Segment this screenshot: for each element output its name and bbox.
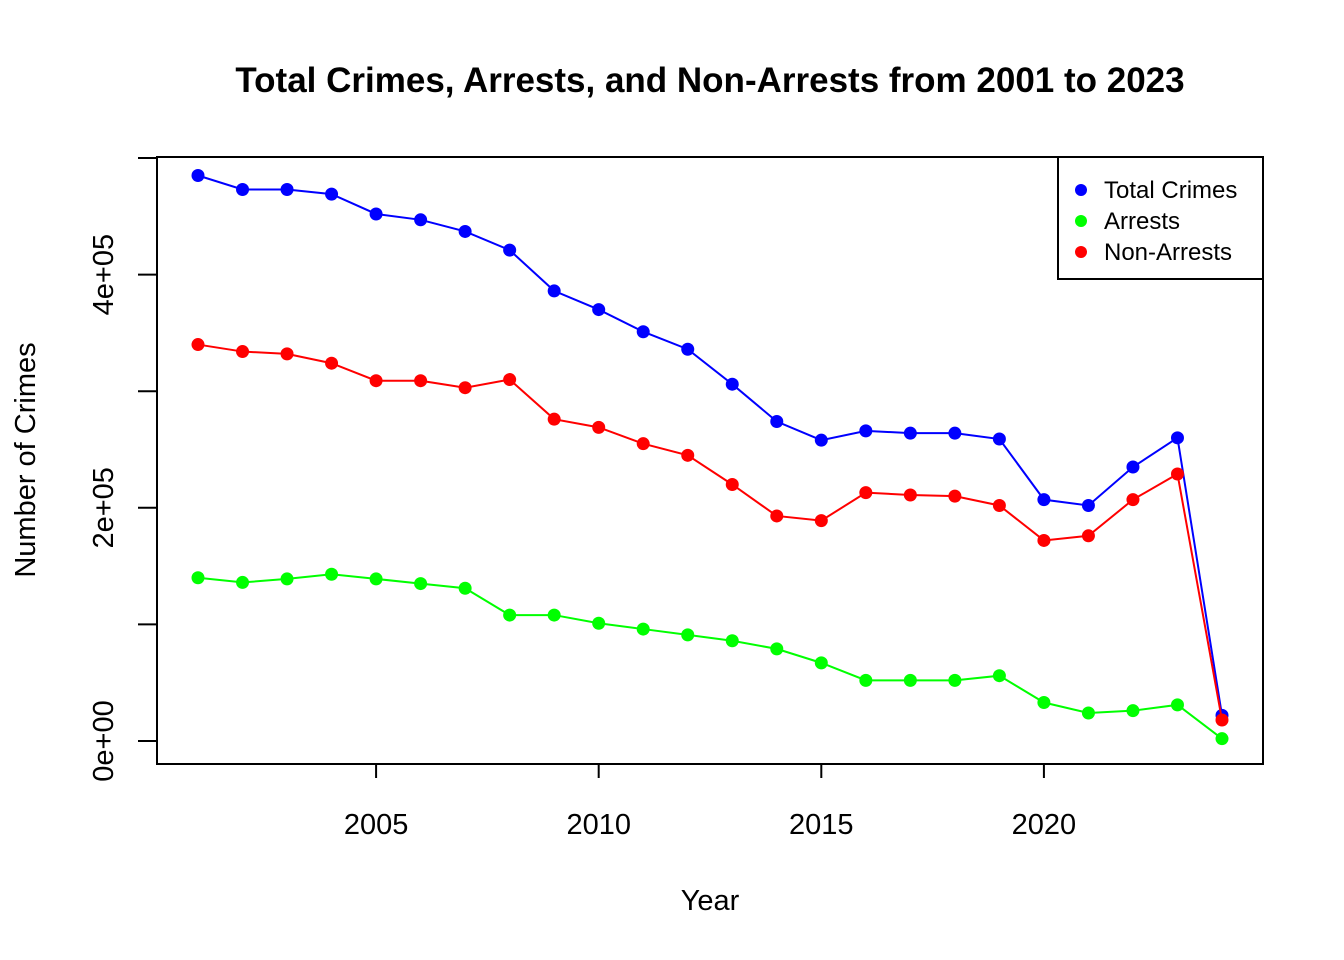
- data-point-non-arrests: [236, 345, 250, 359]
- data-point-total-crimes: [503, 243, 517, 257]
- data-point-total-crimes: [191, 168, 205, 182]
- data-point-total-crimes: [1037, 493, 1051, 507]
- data-point-total-crimes: [903, 426, 917, 440]
- data-point-total-crimes: [458, 224, 472, 238]
- legend-marker-arrests: [1075, 215, 1087, 227]
- data-point-arrests: [725, 634, 739, 648]
- data-point-arrests: [903, 673, 917, 687]
- data-point-arrests: [1037, 696, 1051, 710]
- x-axis-label: Year: [681, 885, 740, 917]
- data-point-arrests: [592, 616, 606, 630]
- data-point-total-crimes: [859, 424, 873, 438]
- data-point-total-crimes: [325, 187, 339, 201]
- x-tick-label: 2005: [344, 809, 409, 841]
- series-arrests: [191, 567, 1229, 746]
- data-point-total-crimes: [280, 182, 294, 196]
- data-point-total-crimes: [592, 303, 606, 317]
- data-point-arrests: [814, 656, 828, 670]
- data-point-arrests: [992, 669, 1006, 683]
- data-point-arrests: [770, 642, 784, 656]
- series-total-crimes: [191, 168, 1229, 722]
- data-point-non-arrests: [859, 486, 873, 500]
- data-point-non-arrests: [770, 509, 784, 523]
- data-point-non-arrests: [325, 356, 339, 370]
- y-axis: 0e+00 2e+05 4e+05: [88, 157, 158, 782]
- data-point-total-crimes: [992, 432, 1006, 446]
- series-line-arrests: [197, 573, 1223, 740]
- data-point-non-arrests: [992, 498, 1006, 512]
- data-point-total-crimes: [236, 182, 250, 196]
- data-point-total-crimes: [636, 325, 650, 339]
- legend: Total Crimes Arrests Non-Arrests: [1057, 156, 1264, 280]
- data-point-non-arrests: [681, 448, 695, 462]
- data-point-arrests: [948, 673, 962, 687]
- x-axis: 2005 2010 2015 2020: [344, 763, 1077, 841]
- chart-title: Total Crimes, Arrests, and Non-Arrests f…: [235, 61, 1184, 100]
- data-point-arrests: [859, 673, 873, 687]
- data-point-arrests: [369, 572, 383, 586]
- data-point-total-crimes: [369, 207, 383, 221]
- legend-box: [1057, 156, 1264, 280]
- legend-label-non-arrests: Non-Arrests: [1104, 239, 1232, 266]
- data-point-total-crimes: [948, 426, 962, 440]
- data-point-arrests: [191, 571, 205, 585]
- data-point-non-arrests: [1126, 493, 1140, 507]
- data-point-arrests: [636, 622, 650, 636]
- data-point-arrests: [414, 577, 428, 591]
- data-point-non-arrests: [1215, 713, 1229, 727]
- y-tick-label: 2e+05: [88, 467, 120, 548]
- data-point-total-crimes: [770, 415, 784, 429]
- data-point-total-crimes: [414, 213, 428, 227]
- data-point-non-arrests: [592, 420, 606, 434]
- data-point-non-arrests: [725, 477, 739, 491]
- x-tick-label: 2015: [789, 809, 854, 841]
- series-non-arrests: [191, 338, 1229, 727]
- data-point-non-arrests: [948, 489, 962, 503]
- data-point-total-crimes: [1170, 431, 1184, 445]
- y-tick-label: 4e+05: [88, 234, 120, 315]
- data-point-non-arrests: [1037, 533, 1051, 547]
- series-line-non-arrests: [197, 343, 1223, 721]
- data-point-non-arrests: [414, 374, 428, 388]
- data-point-arrests: [1170, 698, 1184, 712]
- data-point-total-crimes: [1081, 498, 1095, 512]
- data-point-non-arrests: [547, 412, 561, 426]
- x-tick-label: 2020: [1012, 809, 1077, 841]
- data-point-non-arrests: [369, 374, 383, 388]
- y-tick-label: 0e+00: [88, 700, 120, 781]
- data-point-total-crimes: [814, 433, 828, 447]
- data-point-non-arrests: [814, 514, 828, 528]
- x-tick-label: 2010: [566, 809, 631, 841]
- y-axis-label: Number of Crimes: [10, 342, 42, 577]
- data-point-arrests: [681, 628, 695, 642]
- data-point-arrests: [1215, 732, 1229, 746]
- data-point-arrests: [547, 608, 561, 622]
- data-point-non-arrests: [903, 488, 917, 502]
- data-point-non-arrests: [1081, 529, 1095, 543]
- data-point-arrests: [1081, 706, 1095, 720]
- data-point-non-arrests: [458, 381, 472, 395]
- data-point-arrests: [1126, 704, 1140, 718]
- data-point-total-crimes: [1126, 460, 1140, 474]
- data-point-arrests: [503, 608, 517, 622]
- legend-marker-non-arrests: [1075, 246, 1087, 258]
- legend-marker-total-crimes: [1075, 184, 1087, 196]
- data-point-non-arrests: [1170, 467, 1184, 481]
- data-point-non-arrests: [636, 437, 650, 451]
- data-point-arrests: [325, 567, 339, 581]
- data-point-arrests: [280, 572, 294, 586]
- data-point-non-arrests: [503, 373, 517, 387]
- series-layer: [191, 168, 1229, 746]
- legend-label-total-crimes: Total Crimes: [1104, 177, 1237, 204]
- data-point-non-arrests: [191, 338, 205, 352]
- data-point-total-crimes: [547, 284, 561, 298]
- data-point-non-arrests: [280, 347, 294, 361]
- data-point-arrests: [236, 575, 250, 589]
- legend-label-arrests: Arrests: [1104, 208, 1180, 235]
- series-line-total-crimes: [197, 174, 1223, 716]
- data-point-total-crimes: [681, 342, 695, 356]
- data-point-arrests: [458, 581, 472, 595]
- data-point-total-crimes: [725, 377, 739, 391]
